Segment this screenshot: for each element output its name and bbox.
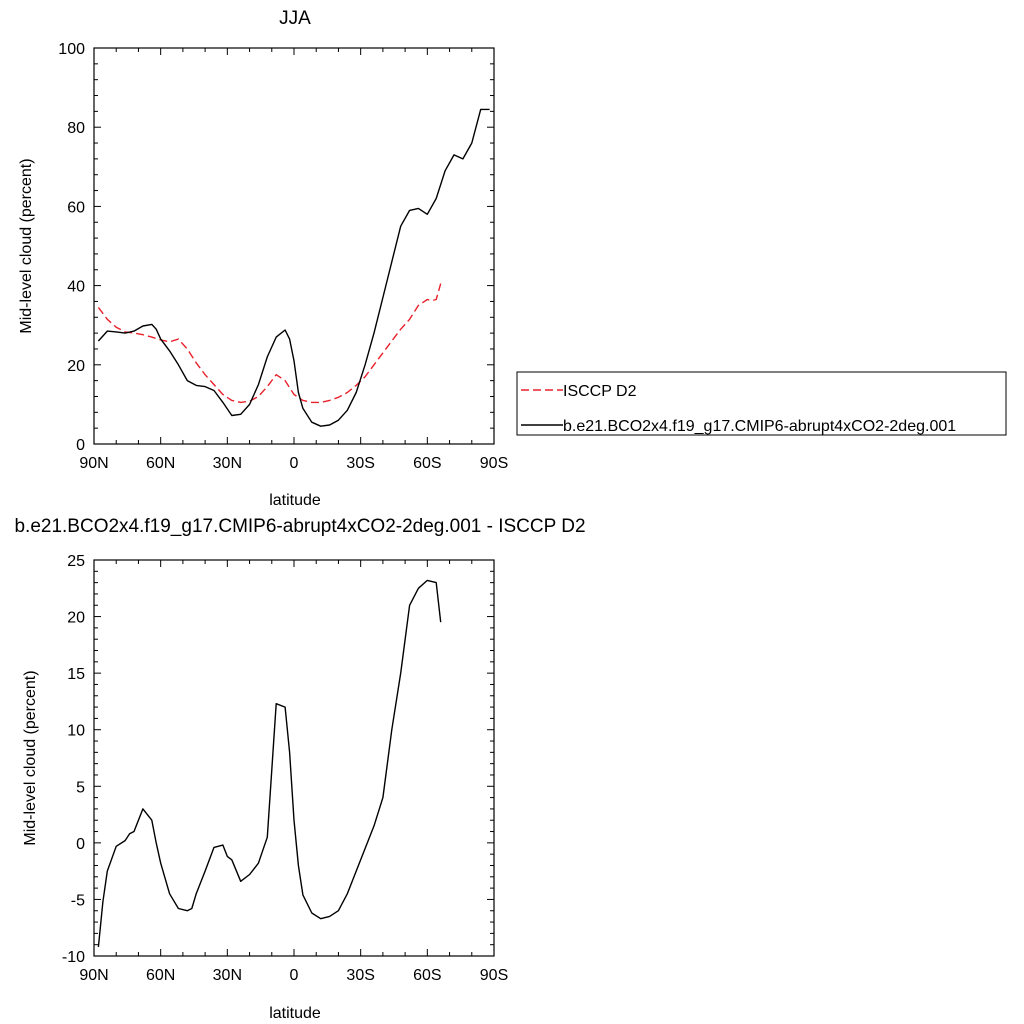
bottom-x-tick-label: 30S [346, 967, 374, 984]
top-chart-series-line-1 [97, 108, 490, 427]
top-y-tick-label: 20 [67, 358, 85, 375]
bottom-chart-frame [93, 559, 495, 957]
bottom-y-tick-label: 10 [67, 723, 85, 740]
top-chart-y-axis-label: Mid-level cloud (percent) [18, 158, 35, 333]
legend-box [516, 371, 1007, 436]
bottom-x-tick-label: 60S [413, 967, 441, 984]
top-x-tick-label: 90S [480, 455, 508, 472]
top-y-tick-label: 100 [58, 41, 85, 58]
top-y-tick-label: 80 [67, 120, 85, 137]
bottom-chart-x-axis-label: latitude [269, 1005, 321, 1022]
bottom-y-tick-label: 15 [67, 666, 85, 683]
bottom-x-tick-label: 30N [213, 967, 242, 984]
bottom-chart-series-line-0 [97, 579, 442, 947]
bottom-x-tick-label: 90N [79, 967, 108, 984]
bottom-x-tick-label: 0 [290, 967, 299, 984]
top-chart-x-axis-label: latitude [269, 492, 321, 509]
top-chart-plot-border [93, 47, 495, 445]
bottom-chart-title: b.e21.BCO2x4.f19_g17.CMIP6-abrupt4xCO2-2… [14, 516, 585, 537]
top-x-tick-label: 60N [146, 455, 175, 472]
top-chart-ticks: 90N 60N 30N 0 30S 60S 90S 0 20 40 60 80 100 [58, 41, 508, 472]
top-x-tick-label: 30S [346, 455, 374, 472]
bottom-chart-y-axis-label: Mid-level cloud (percent) [22, 670, 39, 845]
top-chart-series-line-0 [97, 283, 442, 404]
top-y-tick-label: 0 [76, 437, 85, 454]
top-y-tick-label: 40 [67, 279, 85, 296]
top-x-tick-label: 30N [213, 455, 242, 472]
legend-label-model: b.e21.BCO2x4.f19_g17.CMIP6-abrupt4xCO2-2… [563, 418, 956, 435]
bottom-y-tick-label: -5 [71, 892, 85, 909]
top-x-tick-label: 0 [290, 455, 299, 472]
top-y-tick-label: 60 [67, 199, 85, 216]
legend: ISCCP D2 b.e21.BCO2x4.f19_g17.CMIP6-abru… [516, 371, 1007, 436]
bottom-chart-series-lines [97, 579, 442, 947]
top-x-tick-label: 60S [413, 455, 441, 472]
bottom-chart-ticks: 90N 60N 30N 0 30S 60S 90S -10 -5 0 5 10 15 20 25 [62, 553, 508, 984]
bottom-chart-plot-border [93, 559, 495, 957]
bottom-x-tick-label: 60N [146, 967, 175, 984]
bottom-y-tick-label: 20 [67, 610, 85, 627]
legend-label-isccp: ISCCP D2 [563, 383, 637, 400]
top-chart-series-lines [97, 108, 490, 427]
top-x-tick-label: 90N [79, 455, 108, 472]
bottom-y-tick-label: 25 [67, 553, 85, 570]
bottom-chart-panel: b.e21.BCO2x4.f19_g17.CMIP6-abrupt4xCO2-2… [14, 516, 585, 1022]
top-chart-frame [93, 47, 495, 445]
bottom-y-tick-label: 0 [76, 836, 85, 853]
bottom-x-tick-label: 90S [480, 967, 508, 984]
bottom-y-tick-label: 5 [76, 779, 85, 796]
bottom-y-tick-label: -10 [62, 949, 85, 966]
top-chart-title: JJA [279, 8, 311, 29]
top-chart-panel: JJA 90N 60N 30N 0 30S 60S 90S 0 20 40 60 80 100 lati… [18, 8, 508, 509]
